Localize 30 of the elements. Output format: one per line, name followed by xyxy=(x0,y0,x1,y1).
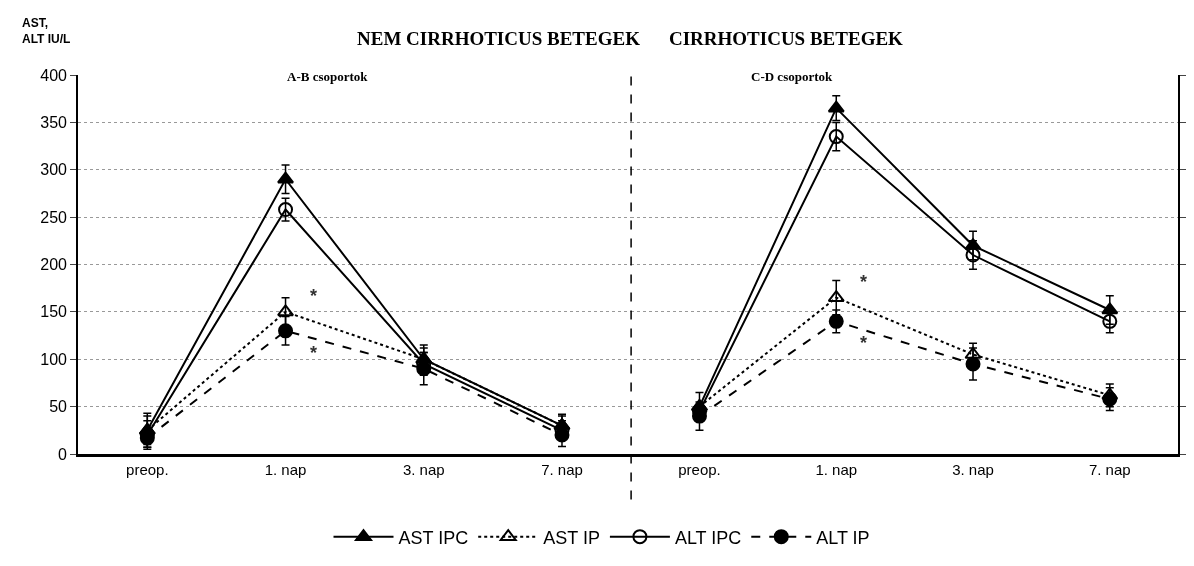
y-tick-label: 250 xyxy=(40,208,68,226)
legend-label: ALT IP xyxy=(816,527,870,548)
x-tick-label: 1. nap xyxy=(264,461,307,478)
chart-subtitle: A-B csoportok xyxy=(287,69,369,84)
y-tick-label: 150 xyxy=(40,303,68,321)
x-tick-label: 1. nap xyxy=(815,461,858,478)
y-tick-label: 300 xyxy=(40,161,68,179)
x-tick-label: 3. nap xyxy=(402,461,445,478)
annotation: * xyxy=(860,333,868,353)
annotation: * xyxy=(860,272,868,292)
chart-subtitle: C-D csoportok xyxy=(751,69,834,84)
y-tick-label: 50 xyxy=(49,398,68,416)
x-tick-label: 3. nap xyxy=(952,461,994,478)
legend-label: AST IP xyxy=(543,527,600,548)
y-tick-label: 350 xyxy=(40,113,68,131)
y-tick-label: 100 xyxy=(40,350,68,368)
y-tick-label: 0 xyxy=(58,445,68,463)
y-axis-title: AST, ALT IU/L xyxy=(22,16,71,46)
legend-label: ALT IPC xyxy=(674,527,742,548)
annotation: * xyxy=(310,286,318,306)
legend-label: AST IPC xyxy=(398,527,469,548)
y-tick-label: 200 xyxy=(40,256,68,274)
chart-title: NEM CIRRHOTICUS BETEGEK xyxy=(357,28,641,49)
x-tick-label: 7. nap xyxy=(541,461,583,478)
x-tick-label: 7. nap xyxy=(1088,461,1131,478)
chart-title: CIRRHOTICUS BETEGEK xyxy=(669,28,904,49)
y-tick-label: 400 xyxy=(40,66,68,84)
annotation: * xyxy=(310,343,318,363)
x-tick-label: preop. xyxy=(126,461,169,478)
x-tick-label: preop. xyxy=(678,461,721,478)
